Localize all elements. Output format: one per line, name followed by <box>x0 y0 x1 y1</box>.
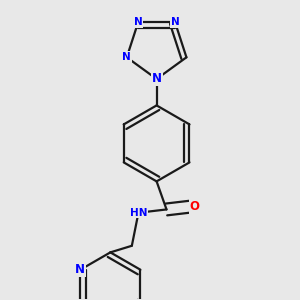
Text: HN: HN <box>130 208 147 218</box>
Text: N: N <box>122 52 131 62</box>
Text: N: N <box>152 73 162 85</box>
Text: N: N <box>134 17 142 27</box>
Text: N: N <box>171 17 179 27</box>
Text: N: N <box>75 263 85 276</box>
Text: O: O <box>190 200 200 213</box>
